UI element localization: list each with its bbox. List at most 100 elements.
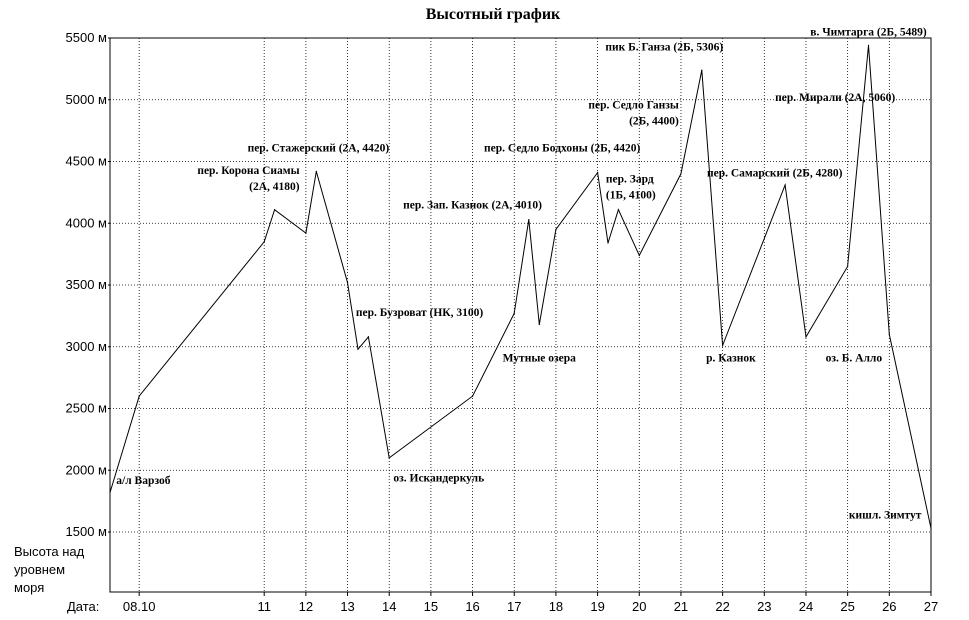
x-tick-label: 11 xyxy=(257,599,271,614)
altitude-point xyxy=(138,395,140,397)
altitude-point xyxy=(680,173,682,175)
altitude-point xyxy=(471,395,474,397)
x-tick-label: 16 xyxy=(465,599,479,614)
y-axis: 1500 м 2000 м 2500 м 3000 м 3500 м 4000 м 4500… xyxy=(66,30,110,539)
x-tick-label: 15 xyxy=(424,599,438,614)
annotation-label: (2Б, 4400) xyxy=(629,115,679,127)
x-tick-label: 23 xyxy=(757,599,771,614)
annotation-label: пер. Стажерский (2А, 4420) xyxy=(248,143,390,155)
altitude-point xyxy=(315,170,317,172)
annotation-label: оз. Б. Алло xyxy=(826,353,883,365)
altitude-point xyxy=(109,491,111,494)
y-axis-title-line-2: уровнем xyxy=(14,562,65,577)
altitude-point xyxy=(274,209,276,211)
x-tick-label: 24 xyxy=(799,599,813,614)
altitude-point xyxy=(930,527,932,529)
annotation-label: пер. Корона Сиамы xyxy=(197,165,299,177)
annotation: пер. Мирали (2А, 5060) xyxy=(775,92,895,104)
annotation-label: в. Чимтарга (2Б, 5489) xyxy=(810,27,927,39)
x-tick-label: 26 xyxy=(882,599,896,614)
grid-layer xyxy=(110,37,932,592)
x-tick-label: 13 xyxy=(340,599,354,614)
y-tick-label: 3500 м xyxy=(66,277,108,292)
annotation-label: пик Б. Ганза (2Б, 5306) xyxy=(605,41,723,53)
annotation: а/л Варзоб xyxy=(116,475,171,487)
annotation-label: кишл. Зимтут xyxy=(849,509,922,521)
annotation-label: пер. Мирали (2А, 5060) xyxy=(775,92,895,104)
annotation-label: пер. Седло Ганзы xyxy=(588,99,678,111)
annotation-label: пер. Самарский (2Б, 4280) xyxy=(707,167,843,179)
annotation: пер. Зап. Казнок (2А, 4010) xyxy=(403,199,542,211)
y-tick-label: 2500 м xyxy=(66,401,108,416)
chart-title: Высотный график xyxy=(426,6,561,23)
altitude-line xyxy=(109,45,932,529)
altitude-point xyxy=(722,344,724,347)
annotation: в. Чимтарга (2Б, 5489) xyxy=(810,27,927,39)
altitude-point xyxy=(346,281,349,284)
annotation: оз. Б. Алло xyxy=(826,353,883,365)
altitude-point xyxy=(388,457,390,459)
annotation: Мутные озера xyxy=(503,353,577,365)
altitude-point xyxy=(847,265,849,268)
altitude-point xyxy=(513,312,515,315)
annotation-label: (2А, 4180) xyxy=(249,181,300,193)
y-axis-title-line-3: моря xyxy=(14,580,44,595)
annotation-label: а/л Варзоб xyxy=(116,475,171,487)
x-tick-label: 18 xyxy=(549,599,563,614)
y-axis-title: Высота над уровнем моря xyxy=(14,544,85,595)
annotation: пер. Седло Ганзы (2Б, 4400) xyxy=(588,99,679,127)
x-tick-label: 22 xyxy=(715,599,729,614)
x-tick-label: 20 xyxy=(632,599,646,614)
altitude-point xyxy=(701,69,703,71)
altitude-point xyxy=(555,228,557,231)
x-tick-label: 14 xyxy=(382,599,396,614)
annotation: р. Казнок xyxy=(706,353,756,365)
altitude-point xyxy=(784,184,786,186)
y-tick-label: 5500 м xyxy=(66,30,108,45)
x-tick-label: 17 xyxy=(507,599,521,614)
annotation: пер. Стажерский (2А, 4420) xyxy=(248,143,390,155)
annotation-label: пер. Седло Бодхоны (2Б, 4420) xyxy=(484,143,640,155)
altitude-point xyxy=(263,241,265,243)
altitude-point xyxy=(367,336,369,338)
altitude-point xyxy=(888,333,890,335)
plot-frame xyxy=(109,37,932,593)
x-tick-label: 19 xyxy=(590,599,604,614)
annotation-label: пер. Зард xyxy=(606,173,654,185)
annotation: пер. Зард (1Б, 4100) xyxy=(606,173,656,201)
altitude-point xyxy=(305,232,307,234)
y-tick-label: 4500 м xyxy=(66,154,108,169)
x-axis: 08.10 11 12 13 14 15 16 17 18 19 20 21 22 23 24 25 26 27 xyxy=(123,592,938,614)
y-tick-label: 4000 м xyxy=(66,215,108,230)
series-layer xyxy=(109,44,932,529)
annotation-label: пер. Бузроват (НК, 3100) xyxy=(356,307,483,319)
x-tick-label: 25 xyxy=(840,599,854,614)
altitude-point xyxy=(638,254,640,256)
altitude-point xyxy=(867,44,870,47)
altitude-point xyxy=(538,323,540,326)
annotation: кишл. Зимтут xyxy=(849,509,922,521)
y-tick-label: 3000 м xyxy=(66,339,108,354)
x-axis-title: Дата: xyxy=(67,599,99,614)
y-tick-label: 5000 м xyxy=(66,92,108,107)
annotation: пер. Самарский (2Б, 4280) xyxy=(707,167,843,179)
x-tick-label: 27 xyxy=(924,599,938,614)
y-tick-label: 2000 м xyxy=(66,462,108,477)
altitude-point xyxy=(617,209,620,211)
annotation-label: (1Б, 4100) xyxy=(606,189,656,201)
annotation-label: пер. Зап. Казнок (2А, 4010) xyxy=(403,199,542,211)
annotation: пик Б. Ганза (2Б, 5306) xyxy=(605,41,723,53)
y-axis-title-line-1: Высота над xyxy=(14,544,85,559)
annotation: пер. Корона Сиамы (2А, 4180) xyxy=(197,165,299,193)
altitude-point xyxy=(528,218,530,221)
annotation: оз. Искандеркуль xyxy=(393,472,484,484)
annotation: пер. Бузроват (НК, 3100) xyxy=(356,307,483,319)
annotation-label: Мутные озера xyxy=(503,353,577,365)
altitude-point xyxy=(357,348,359,350)
x-tick-label: 08.10 xyxy=(123,599,156,614)
annotation: пер. Седло Бодхоны (2Б, 4420) xyxy=(484,143,640,155)
x-tick-label: 12 xyxy=(299,599,313,614)
altitude-point xyxy=(607,242,609,244)
annotation-label: р. Казнок xyxy=(706,353,756,365)
